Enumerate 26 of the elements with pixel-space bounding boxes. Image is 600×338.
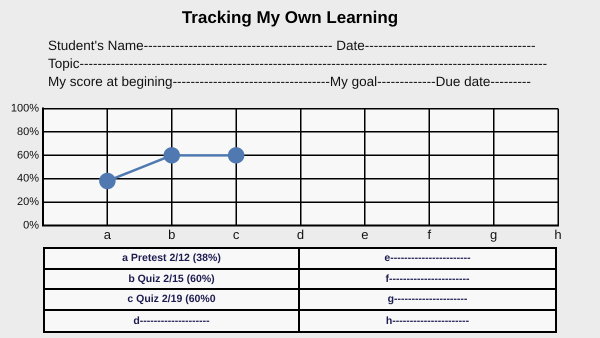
text: d-------------------- [45, 310, 300, 331]
chart-title: Tracking My Own Learning [180, 8, 400, 28]
x-tick-label: g [490, 226, 498, 242]
x-tick-label: h [554, 226, 562, 242]
text: g--------------------- [300, 290, 555, 310]
x-tick-label: a [104, 226, 112, 242]
x-tick-label: b [168, 226, 176, 242]
text: e----------------------- [300, 249, 555, 270]
text: h---------------------- [384, 314, 470, 329]
text: a Pretest 2/12 (38%) [45, 249, 300, 270]
x-tick-label: d [296, 226, 304, 242]
x-tick-label: c [232, 226, 240, 242]
y-tick-label: 40% [16, 172, 40, 185]
y-tick-label: 20% [16, 196, 40, 208]
text: Topic-------------------------------------------------------------------------------------------------------- [48, 56, 548, 71]
text: b Quiz 2/15 (60%) [45, 270, 300, 290]
text: f----------------------- [300, 270, 555, 290]
text: Student's Name------------------------------------------ Date-------------------------------------- [48, 38, 537, 53]
y-tick-label: 100% [10, 102, 40, 115]
text: My score at begining-----------------------------------My goal-------------Due date--------- [48, 74, 532, 89]
x-tick-label: e [361, 226, 368, 242]
y-tick-label: 80% [16, 126, 40, 138]
y-tick-label: 0% [23, 219, 40, 232]
x-tick-label: f [427, 226, 432, 242]
text: c Quiz 2/19 (60%0 [45, 290, 300, 310]
y-tick-label: 60% [16, 149, 40, 162]
